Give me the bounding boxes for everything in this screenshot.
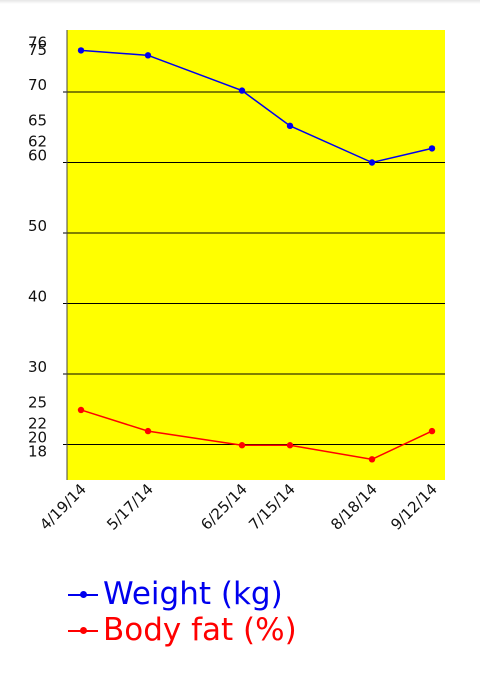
data-point-body-fat-3 <box>286 442 294 449</box>
data-point-weight-1 <box>144 52 152 59</box>
x-tick-label-1: 5/17/14 <box>103 480 157 534</box>
y-tick-label-70: 70 <box>28 76 47 94</box>
y-tick-label-65: 65 <box>28 111 47 129</box>
y-tick-label-40: 40 <box>28 288 47 306</box>
series-line-weight <box>80 49 433 164</box>
data-point-weight-0 <box>77 47 85 54</box>
data-point-body-fat-5 <box>428 427 436 435</box>
x-tick-label-3: 7/15/14 <box>245 480 299 534</box>
y-tick-label-76: 76 <box>28 34 47 52</box>
x-tick-label-5: 9/12/14 <box>387 480 441 534</box>
y-tick-label-30: 30 <box>28 358 47 376</box>
data-point-body-fat-4 <box>368 456 376 463</box>
y-tick-label-60: 60 <box>28 147 47 165</box>
y-tick-label-20: 20 <box>28 429 47 447</box>
x-tick-label-0: 4/19/14 <box>36 480 90 534</box>
legend-dot-body-fat <box>80 627 87 634</box>
legend-label-body-fat: Body fat (%) <box>103 612 297 648</box>
legend-item-weight: Weight (kg) <box>68 576 297 612</box>
legend-marker-body-fat <box>68 612 100 648</box>
data-point-weight-2 <box>238 87 246 94</box>
y-tick-label-18: 18 <box>28 443 47 461</box>
y-tick-label-62: 62 <box>28 132 47 150</box>
data-point-weight-3 <box>286 122 294 130</box>
y-tick-label-25: 25 <box>28 393 47 411</box>
x-tick-labels: 4/19/14 5/17/14 6/25/147/15/14 8/18/14 9/12/… <box>36 480 441 534</box>
series-line-body-fat <box>80 409 433 461</box>
data-point-body-fat-2 <box>238 442 246 449</box>
legend-item-body-fat: Body fat (%) <box>68 612 297 648</box>
legend-dot-weight <box>80 591 87 598</box>
series-layer <box>77 47 436 463</box>
data-point-body-fat-1 <box>144 427 152 435</box>
y-tick-label-22: 22 <box>28 414 47 432</box>
x-tick-label-4: 8/18/14 <box>327 480 381 534</box>
y-tick-label-50: 50 <box>28 217 47 235</box>
data-point-body-fat-0 <box>77 406 85 414</box>
data-point-weight-4 <box>368 159 376 166</box>
y-tick-label-75: 75 <box>28 41 47 59</box>
gridlines <box>63 91 445 445</box>
legend-marker-weight <box>68 576 100 612</box>
plot-background <box>67 30 445 480</box>
data-point-weight-5 <box>428 145 436 152</box>
legend-label-weight: Weight (kg) <box>103 576 283 612</box>
legend: Weight (kg) Body fat (%) <box>68 576 297 648</box>
top-edge <box>0 0 480 4</box>
x-tick-label-2: 6/25/14 <box>197 480 251 534</box>
